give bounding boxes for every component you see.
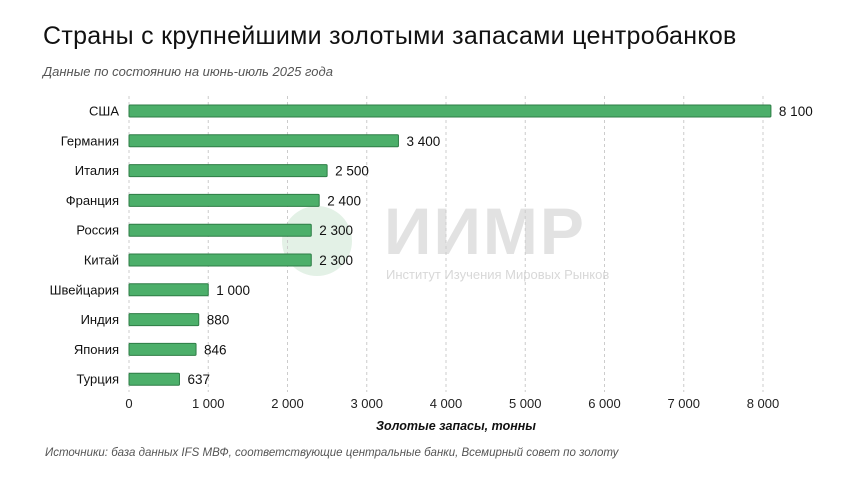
- value-label: 8 100: [779, 104, 813, 119]
- category-label: Германия: [61, 133, 119, 148]
- bar: [128, 223, 312, 237]
- category-label: Россия: [76, 223, 119, 238]
- x-tick-label: 3 000: [350, 396, 383, 411]
- value-label: 1 000: [216, 283, 250, 298]
- category-label: Индия: [81, 312, 119, 327]
- bar: [128, 193, 320, 207]
- value-label: 846: [204, 342, 227, 357]
- category-label: Италия: [75, 163, 119, 178]
- chart-subtitle: Данные по состоянию на июнь-июль 2025 го…: [43, 64, 333, 79]
- watermark-tagline: Институт Изучения Мировых Рынков: [386, 267, 610, 282]
- x-axis-title: Золотые запасы, тонны: [376, 419, 536, 433]
- bar: [128, 253, 312, 267]
- source-note: Источники: база данных IFS МВФ, соответс…: [45, 447, 619, 459]
- bar: [128, 104, 772, 118]
- bar: [128, 164, 328, 178]
- bar: [128, 283, 209, 297]
- value-label: 3 400: [406, 134, 440, 149]
- category-label: Швейцария: [50, 282, 119, 297]
- value-label: 2 400: [327, 193, 361, 208]
- bar: [128, 313, 200, 327]
- category-label: Франция: [66, 193, 119, 208]
- bar: [128, 342, 197, 356]
- value-label: 880: [207, 313, 230, 328]
- watermark: ИИМР: [384, 194, 586, 268]
- x-tick-label: 6 000: [588, 396, 621, 411]
- bar: [128, 134, 399, 148]
- x-tick-label: 8 000: [747, 396, 780, 411]
- category-label: США: [89, 104, 119, 119]
- value-label: 2 300: [319, 223, 353, 238]
- value-label: 2 500: [335, 164, 369, 179]
- category-label: Китай: [84, 253, 119, 268]
- category-label: Турция: [76, 372, 119, 387]
- value-label: 2 300: [319, 253, 353, 268]
- x-tick-label: 7 000: [667, 396, 700, 411]
- category-label: Япония: [74, 342, 119, 357]
- x-tick-label: 2 000: [271, 396, 304, 411]
- x-tick-label: 0: [125, 396, 132, 411]
- chart-title: Страны с крупнейшими золотыми запасами ц…: [43, 22, 737, 50]
- x-tick-label: 1 000: [192, 396, 225, 411]
- value-label: 637: [187, 372, 210, 387]
- x-tick-label: 5 000: [509, 396, 542, 411]
- x-tick-label: 4 000: [430, 396, 463, 411]
- bar: [128, 372, 180, 386]
